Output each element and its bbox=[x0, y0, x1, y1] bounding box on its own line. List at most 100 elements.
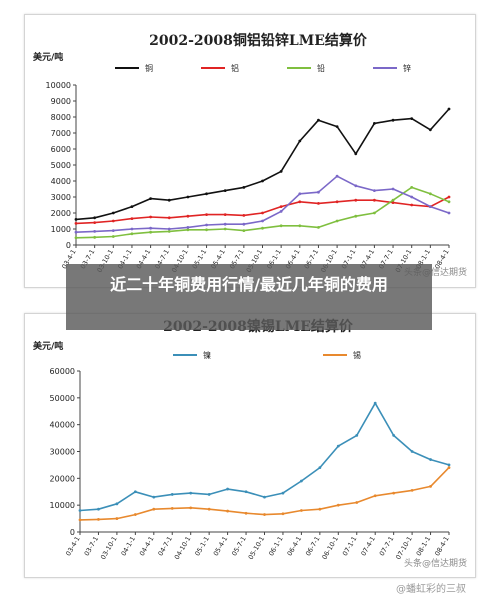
data-point bbox=[111, 211, 115, 215]
data-point bbox=[279, 210, 283, 213]
data-point bbox=[300, 479, 303, 483]
data-point bbox=[447, 200, 451, 204]
data-point bbox=[205, 223, 208, 227]
x-tick-label: 04-1-1 bbox=[120, 535, 138, 557]
data-point bbox=[335, 219, 339, 223]
data-point bbox=[242, 229, 246, 233]
y-tick-label: 2000 bbox=[51, 209, 71, 218]
data-point bbox=[373, 189, 376, 193]
data-point bbox=[149, 197, 152, 201]
data-point bbox=[335, 174, 339, 178]
data-point bbox=[97, 507, 100, 511]
data-point bbox=[242, 222, 246, 226]
data-point bbox=[205, 192, 208, 196]
data-point bbox=[354, 152, 358, 156]
x-tick-label: 06-4-1 bbox=[286, 535, 304, 557]
data-point bbox=[205, 228, 208, 232]
data-point bbox=[223, 213, 227, 217]
data-point bbox=[189, 506, 193, 510]
data-point bbox=[317, 190, 320, 194]
legend-label: 铝 bbox=[231, 63, 239, 73]
footer-watermark: @蟠虹彩的三叔 bbox=[396, 584, 466, 595]
data-point bbox=[115, 517, 119, 520]
y-tick-label: 0 bbox=[70, 528, 75, 537]
data-point bbox=[186, 228, 190, 232]
y-axis-label: 美元/吨 bbox=[33, 340, 63, 352]
data-point bbox=[373, 494, 377, 498]
data-point bbox=[410, 489, 414, 492]
data-point bbox=[373, 122, 376, 125]
data-point bbox=[170, 493, 174, 496]
y-tick-label: 20000 bbox=[50, 474, 75, 483]
data-point bbox=[391, 187, 395, 191]
data-point bbox=[298, 224, 302, 228]
y-tick-label: 40000 bbox=[50, 421, 75, 430]
data-point bbox=[429, 484, 432, 488]
chart-panel-nickel-tin: 2002-2008镍锡LME结算价美元/吨镍锡01000020000300004… bbox=[24, 313, 476, 578]
data-point bbox=[242, 186, 246, 189]
data-point bbox=[93, 221, 97, 225]
data-point bbox=[447, 107, 451, 111]
data-point bbox=[298, 139, 302, 143]
data-point bbox=[281, 491, 285, 495]
legend-label: 铅 bbox=[317, 63, 325, 73]
data-point bbox=[226, 509, 230, 513]
data-point bbox=[115, 502, 119, 506]
data-point bbox=[93, 230, 97, 233]
y-tick-label: 60000 bbox=[50, 367, 75, 376]
data-point bbox=[111, 219, 115, 223]
data-point bbox=[167, 227, 171, 231]
data-point bbox=[149, 230, 152, 234]
x-tick-label: 08-1-1 bbox=[415, 535, 433, 557]
x-tick-label: 04-4-1 bbox=[138, 535, 156, 557]
data-point bbox=[186, 214, 190, 218]
y-tick-label: 4000 bbox=[51, 177, 71, 186]
data-point bbox=[392, 491, 396, 495]
data-point bbox=[167, 230, 171, 233]
data-point bbox=[133, 513, 137, 516]
y-tick-label: 10000 bbox=[46, 81, 71, 90]
data-point bbox=[111, 235, 115, 238]
data-point bbox=[170, 506, 174, 510]
data-point bbox=[93, 216, 97, 220]
data-point bbox=[335, 200, 339, 204]
y-tick-label: 1000 bbox=[51, 225, 71, 234]
data-point bbox=[391, 118, 395, 122]
data-point bbox=[373, 198, 376, 202]
data-point bbox=[336, 444, 340, 448]
x-tick-label: 04-7-1 bbox=[156, 535, 174, 557]
x-tick-label: 03-4-1 bbox=[64, 535, 82, 557]
legend-label: 锌 bbox=[403, 63, 411, 73]
x-tick-label: 05-1-1 bbox=[193, 535, 211, 557]
data-point bbox=[130, 227, 134, 231]
data-point bbox=[410, 195, 414, 199]
data-point bbox=[317, 202, 320, 205]
data-point bbox=[317, 226, 320, 229]
data-point bbox=[410, 203, 414, 207]
chart-watermark: 头条@信达期货 bbox=[404, 557, 467, 569]
data-point bbox=[300, 509, 303, 512]
data-point bbox=[149, 215, 152, 219]
data-point bbox=[207, 507, 211, 511]
data-point bbox=[355, 434, 359, 437]
data-point bbox=[261, 211, 264, 215]
x-tick-label: 06-10-1 bbox=[320, 535, 340, 561]
data-point bbox=[428, 128, 432, 132]
y-tick-label: 5000 bbox=[51, 161, 71, 170]
legend-label: 镍 bbox=[203, 350, 211, 360]
x-tick-label: 07-1-1 bbox=[341, 535, 359, 557]
y-tick-label: 0 bbox=[66, 241, 71, 250]
data-point bbox=[428, 192, 432, 196]
x-tick-label: 05-7-1 bbox=[230, 535, 248, 557]
data-point bbox=[130, 217, 134, 221]
data-point bbox=[74, 222, 78, 225]
data-point bbox=[226, 487, 230, 491]
data-point bbox=[428, 205, 432, 209]
data-point bbox=[130, 232, 134, 236]
data-point bbox=[447, 195, 451, 199]
data-point bbox=[152, 507, 156, 511]
data-point bbox=[410, 450, 414, 453]
x-tick-label: 07-4-1 bbox=[359, 535, 377, 557]
data-point bbox=[244, 490, 248, 494]
